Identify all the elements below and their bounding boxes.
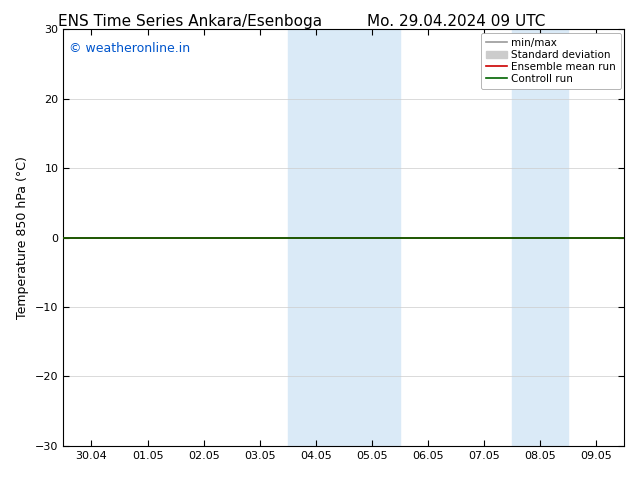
Text: © weatheronline.in: © weatheronline.in [69,42,190,55]
Legend: min/max, Standard deviation, Ensemble mean run, Controll run: min/max, Standard deviation, Ensemble me… [481,32,621,89]
Text: Mo. 29.04.2024 09 UTC: Mo. 29.04.2024 09 UTC [367,14,546,29]
Y-axis label: Temperature 850 hPa (°C): Temperature 850 hPa (°C) [16,156,30,319]
Bar [344,29,400,446]
Text: ENS Time Series Ankara/Esenboga: ENS Time Series Ankara/Esenboga [58,14,322,29]
Bar [512,29,569,446]
Bar [288,29,344,446]
